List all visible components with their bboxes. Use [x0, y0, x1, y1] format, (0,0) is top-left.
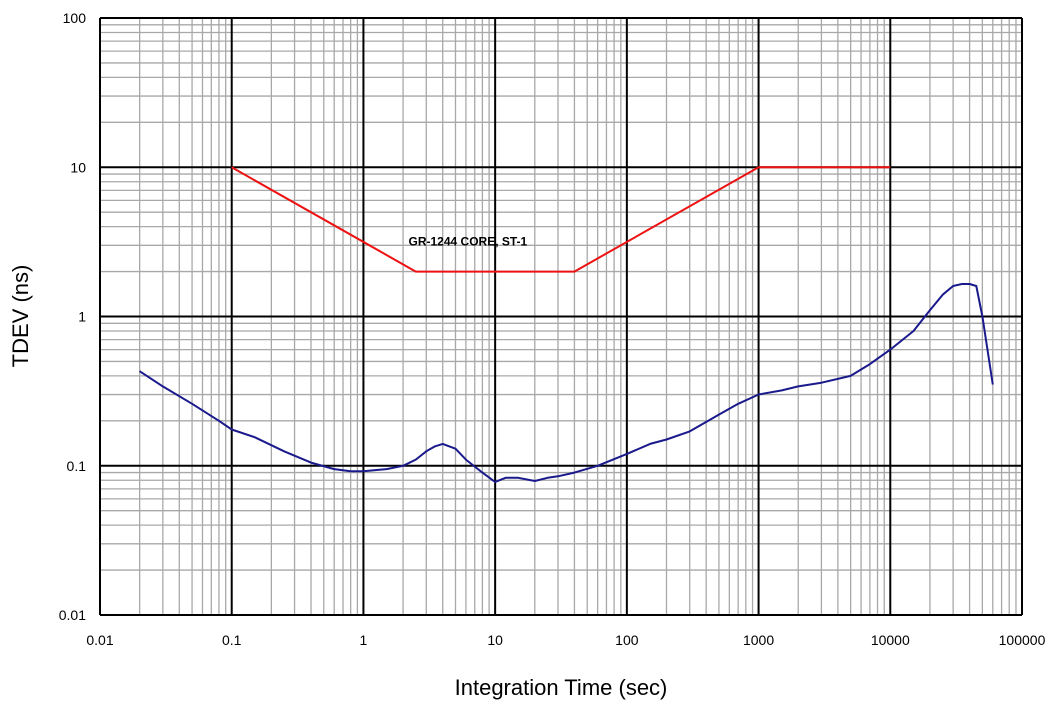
x-tick-label: 0.1 — [222, 632, 242, 648]
y-axis-title: TDEV (ns) — [8, 265, 33, 368]
series-layer — [139, 166, 994, 483]
x-tick-label: 0.01 — [86, 632, 113, 648]
major-grid — [99, 17, 1023, 616]
y-tick-label: 100 — [63, 10, 87, 26]
x-tick-label: 1 — [360, 632, 368, 648]
x-axis-title: Integration Time (sec) — [455, 675, 668, 700]
y-tick-label: 10 — [70, 159, 86, 175]
series-line-limit-mask — [231, 166, 891, 273]
series-line-measured-tdev — [139, 283, 994, 483]
annotation-gr-1244-core: GR-1244 CORE, ST-1 — [409, 234, 528, 248]
y-tick-label: 0.01 — [59, 607, 86, 623]
x-tick-label: 100000 — [999, 632, 1046, 648]
tick-labels: 0.01 0.1 1 10 100 1000 10000 100000 0.01 0.1 1 10 10… — [59, 10, 1046, 648]
x-tick-label: 10000 — [871, 632, 910, 648]
y-tick-label: 1 — [78, 309, 86, 325]
x-tick-label: 10 — [487, 632, 503, 648]
x-tick-label: 100 — [615, 632, 639, 648]
x-tick-label: 1000 — [743, 632, 774, 648]
y-tick-label: 0.1 — [67, 458, 87, 474]
